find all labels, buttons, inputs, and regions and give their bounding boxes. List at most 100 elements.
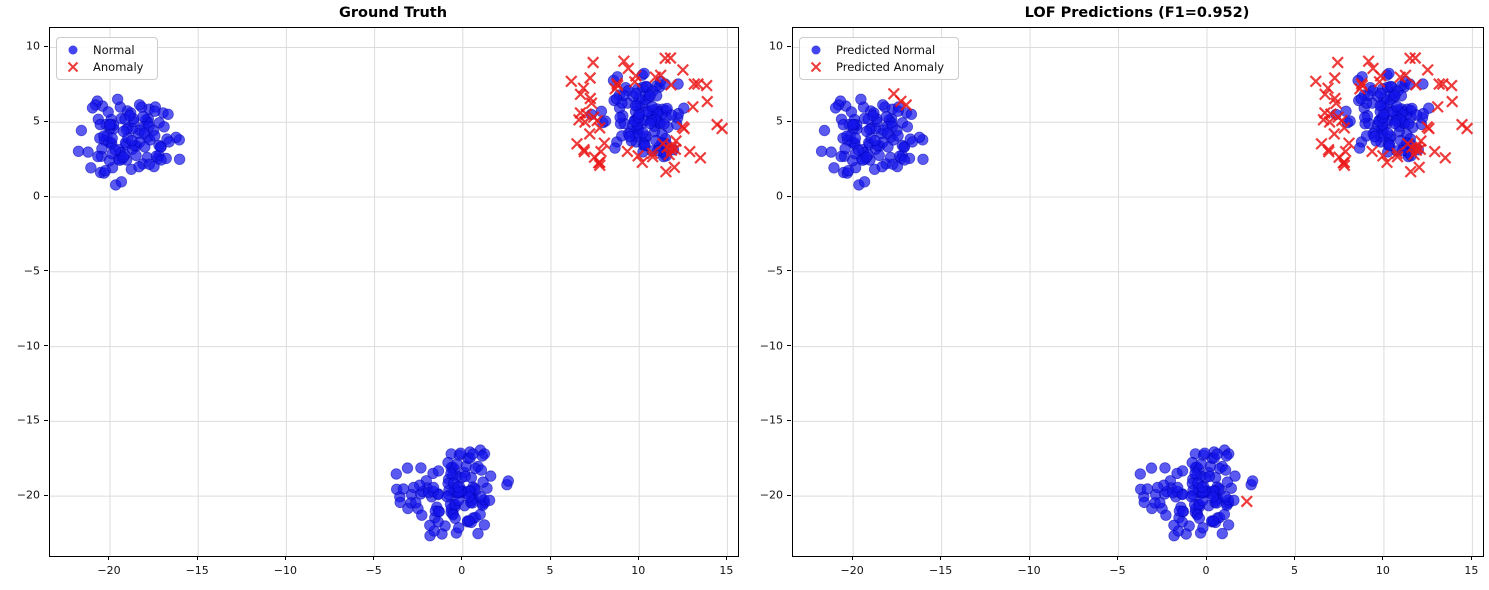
normal-point — [892, 130, 904, 142]
normal-point — [1134, 468, 1147, 480]
legend-label: Predicted Anomaly — [836, 60, 945, 74]
anomaly-point — [1328, 127, 1341, 140]
x-tick-label: 15 — [719, 564, 734, 577]
normal-point — [432, 465, 445, 477]
normal-point — [85, 162, 97, 174]
anomaly-point — [668, 161, 681, 174]
x-tick-label: 5 — [1290, 564, 1298, 577]
normal-point — [852, 144, 865, 156]
normal-point — [1154, 497, 1166, 509]
normal-point — [1196, 481, 1208, 493]
anomaly-point — [683, 145, 696, 158]
anomaly-point — [598, 137, 611, 150]
x-tick-mark — [196, 556, 198, 560]
anomaly-point — [592, 156, 605, 169]
normal-point — [1374, 87, 1387, 100]
x-tick-label: −20 — [97, 564, 121, 577]
normal-point — [1207, 491, 1219, 503]
normal-point — [1145, 462, 1158, 474]
normal-point — [459, 470, 471, 483]
normal-point — [877, 99, 889, 111]
x-tick-label: 0 — [1202, 564, 1210, 577]
anomaly-point — [1399, 69, 1412, 82]
legend-item: Predicted Normal — [808, 43, 944, 57]
y-tick-mark — [787, 45, 791, 47]
y-tick-label: −10 — [759, 339, 783, 353]
y-tick-mark — [787, 195, 791, 197]
legend-item: Normal — [65, 43, 143, 57]
normal-point — [629, 99, 642, 112]
anomaly-point — [1322, 145, 1335, 158]
x-tick-mark — [549, 556, 551, 560]
anomaly-point — [1436, 77, 1449, 91]
normal-point — [123, 109, 136, 122]
normal-point — [109, 144, 122, 156]
anomaly-point — [654, 69, 667, 82]
anomaly-point — [1366, 145, 1379, 158]
normal-point — [483, 494, 496, 507]
ground-truth-title: Ground Truth — [338, 5, 448, 21]
y-tick-label: −15 — [759, 413, 783, 427]
normal-point — [117, 125, 130, 138]
normal-point — [1229, 470, 1241, 482]
normal-point — [115, 176, 128, 188]
x-tick-label: −15 — [185, 564, 209, 577]
anomaly-point — [1338, 121, 1351, 134]
normal-point — [1246, 475, 1259, 487]
ground-truth-legend: Normal Anomaly — [56, 37, 159, 80]
normal-point — [445, 468, 457, 480]
normal-point — [858, 176, 871, 188]
anomaly-point — [1342, 137, 1356, 150]
anomaly-point — [587, 56, 600, 69]
normal-point — [658, 118, 670, 130]
normal-point — [1391, 100, 1403, 113]
normal-point — [103, 118, 116, 131]
normal-point — [427, 481, 440, 494]
y-tick-label: 10 — [769, 39, 783, 53]
normal-point — [842, 164, 855, 177]
anomaly-point — [1240, 495, 1253, 508]
lof-predictions-legend: Predicted Normal Predicted Anomaly — [799, 37, 960, 80]
normal-point — [646, 100, 658, 113]
normal-point — [845, 106, 858, 118]
anomaly-point — [1335, 114, 1348, 127]
x-tick-mark — [373, 556, 375, 560]
y-tick-mark — [44, 494, 48, 496]
normal-point — [149, 130, 161, 142]
normal-point — [162, 108, 174, 121]
legend-item: Predicted Anomaly — [808, 60, 944, 74]
normal-point — [873, 149, 885, 162]
normal-point — [1389, 117, 1401, 130]
normal-marker-icon — [811, 45, 821, 55]
legend-item: Anomaly — [65, 60, 143, 74]
normal-point — [1207, 515, 1220, 527]
anomaly-point — [1391, 150, 1404, 163]
anomaly-point — [1330, 97, 1343, 110]
x-tick-label: −10 — [273, 564, 297, 577]
anomaly-point — [591, 114, 604, 127]
normal-point — [126, 134, 138, 147]
lof-predictions-title: LOF Predictions (F1=0.952) — [1024, 5, 1250, 21]
anomaly-point — [676, 120, 689, 133]
x-tick-mark — [725, 556, 727, 560]
ground-truth-plot-area: Normal Anomaly — [49, 27, 739, 557]
y-tick-mark — [787, 419, 791, 421]
anomaly-point — [1366, 62, 1380, 75]
normal-point — [1152, 481, 1164, 494]
anomaly-point — [656, 137, 670, 150]
normal-point — [1172, 481, 1184, 494]
normal-point — [133, 99, 146, 111]
normal-point — [644, 117, 656, 130]
normal-point — [1177, 505, 1189, 518]
normal-point — [92, 150, 104, 163]
anomaly-point — [574, 106, 587, 119]
normal-point — [1382, 127, 1394, 139]
x-tick-mark — [940, 556, 942, 560]
x-tick-mark — [1293, 556, 1295, 560]
normal-point — [905, 108, 918, 121]
anomaly-point — [583, 127, 596, 140]
normal-point — [454, 447, 467, 459]
y-tick-mark — [44, 345, 48, 347]
normal-point — [390, 468, 403, 480]
y-tick-mark — [44, 270, 48, 272]
